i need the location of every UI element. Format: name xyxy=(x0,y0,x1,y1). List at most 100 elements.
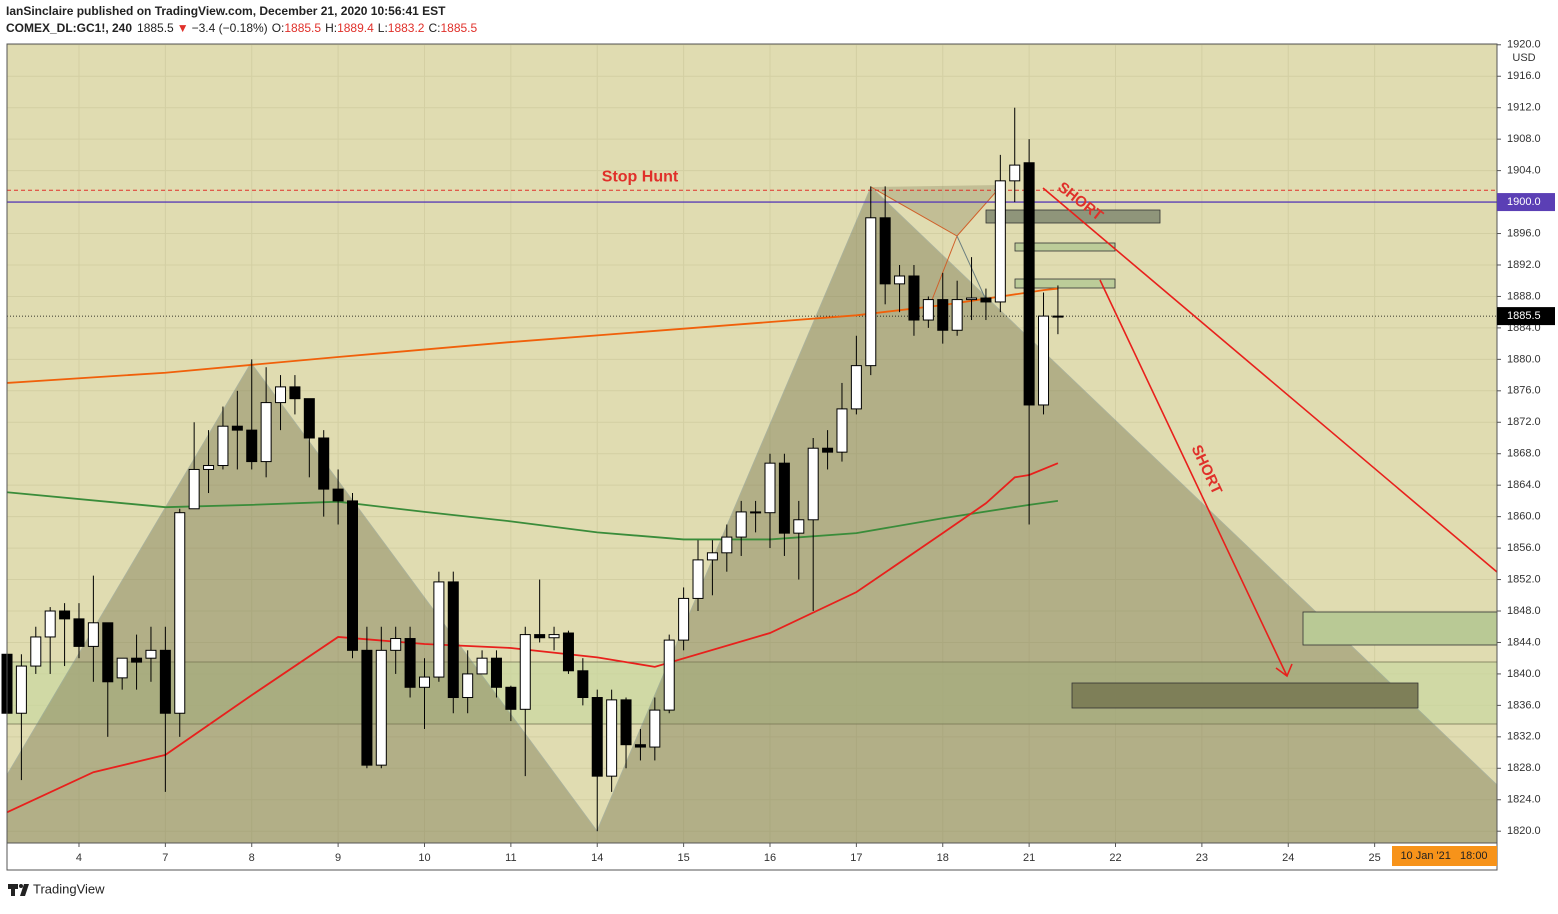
candle-body xyxy=(418,676,430,688)
candle-body xyxy=(850,365,862,410)
candle-body xyxy=(994,180,1006,303)
arrow: ▼ xyxy=(177,21,189,35)
candle-body xyxy=(30,636,42,667)
y-tick-label: 1868.0 xyxy=(1507,448,1541,460)
o-label: O: xyxy=(272,21,285,35)
x-tick-label: 16 xyxy=(764,852,776,864)
candle-body xyxy=(73,618,85,647)
c-label: C: xyxy=(428,21,440,35)
l-label: L: xyxy=(378,21,388,35)
x-tick-label: 4 xyxy=(76,852,82,864)
candle-body xyxy=(706,552,718,561)
x-tick-label: 11 xyxy=(505,852,516,864)
candle-body xyxy=(678,597,690,641)
candle-body xyxy=(750,511,762,514)
change: −3.4 (−0.18%) xyxy=(192,21,268,35)
candle-body xyxy=(534,634,546,639)
candle-body xyxy=(937,299,949,331)
x-tick-label: 15 xyxy=(677,852,689,864)
candle-body xyxy=(606,699,618,777)
candle-body xyxy=(375,649,387,766)
moving-average xyxy=(6,287,1059,384)
candle-body xyxy=(548,634,560,639)
y-tick-label: 1892.0 xyxy=(1507,259,1541,271)
candle-body xyxy=(894,275,906,285)
candle-body xyxy=(116,657,128,679)
candle-body xyxy=(174,512,186,714)
candle-body xyxy=(922,299,934,321)
pattern-lines xyxy=(929,235,958,306)
y-tick-label: 1824.0 xyxy=(1507,794,1541,806)
y-tick-label: 1836.0 xyxy=(1507,699,1541,711)
candle-body xyxy=(1009,164,1021,182)
candle-body xyxy=(620,699,632,746)
candle-body xyxy=(361,649,373,766)
x-tick-label: 7 xyxy=(162,852,168,864)
x-tick-label: 14 xyxy=(591,852,603,864)
y-tick-label: 1908.0 xyxy=(1507,133,1541,145)
y-tick-label: 1872.0 xyxy=(1507,416,1541,428)
o: 1885.5 xyxy=(284,21,321,35)
candle-body xyxy=(44,610,56,638)
candle-body xyxy=(865,217,877,367)
candle-body xyxy=(289,386,301,400)
candle-body xyxy=(462,673,474,699)
candle-body xyxy=(577,670,589,699)
candle-body xyxy=(879,217,891,285)
candle-body xyxy=(562,632,574,672)
candle-body xyxy=(1038,315,1050,406)
header-text: IanSinclaire published on TradingView.co… xyxy=(6,4,446,18)
candle-body xyxy=(591,697,603,777)
time-axis xyxy=(7,843,1497,870)
candle-body xyxy=(404,638,416,688)
candle-body xyxy=(231,425,243,431)
brand: TradingView xyxy=(33,881,105,896)
y-tick-label: 1876.0 xyxy=(1507,385,1541,397)
candle-body xyxy=(260,402,272,463)
box xyxy=(985,209,1161,224)
logo xyxy=(8,884,29,896)
candle-body xyxy=(203,465,215,470)
y-tick-label: 1860.0 xyxy=(1507,511,1541,523)
currency: USD xyxy=(1512,52,1535,64)
candle-body xyxy=(390,638,402,651)
header-ohlc: COMEX_DL:GC1!, 240 1885.5 ▼ −3.4 (−0.18%) O:… xyxy=(6,21,478,35)
candle-body xyxy=(649,709,661,748)
y-tick-label: 1864.0 xyxy=(1507,479,1541,491)
candle-body xyxy=(778,462,790,534)
y-tick-label: 1840.0 xyxy=(1507,668,1541,680)
plot: Stop Hunt xyxy=(1,107,1497,832)
candle-body xyxy=(966,297,978,301)
box xyxy=(1071,682,1419,709)
y-tick-label: 1920.0 xyxy=(1507,39,1541,51)
x-tick-label: 22 xyxy=(1109,852,1121,864)
candle-body xyxy=(1052,315,1064,318)
y-tick-label: 1888.0 xyxy=(1507,290,1541,302)
candle-body xyxy=(188,468,200,510)
candle-body xyxy=(663,639,675,711)
header: IanSinclaire published on TradingView.co… xyxy=(6,4,446,18)
y-tick-label: 1896.0 xyxy=(1507,227,1541,239)
y-tick-label: 1916.0 xyxy=(1507,70,1541,82)
x-tick-label: 24 xyxy=(1282,852,1294,864)
candle-body xyxy=(476,657,488,675)
y-tick-label: 1904.0 xyxy=(1507,165,1541,177)
candle-body xyxy=(836,408,848,453)
x-tick-label: 9 xyxy=(335,852,341,864)
y-tick-label: 1912.0 xyxy=(1507,102,1541,114)
candle-body xyxy=(1023,162,1035,406)
candle-body xyxy=(159,649,171,714)
box xyxy=(1014,242,1116,252)
h-label: H: xyxy=(325,21,337,35)
h: 1889.4 xyxy=(337,21,374,35)
candle-body xyxy=(490,657,502,688)
x-tick-label: 25 xyxy=(1369,852,1381,864)
candle-body xyxy=(332,488,344,502)
candle-body xyxy=(764,462,776,514)
y-tick-label: 1856.0 xyxy=(1507,542,1541,554)
candle-body xyxy=(318,437,330,490)
time-cursor-label: 10 Jan '21 18:00 xyxy=(1400,850,1487,862)
candle-body xyxy=(807,447,819,521)
